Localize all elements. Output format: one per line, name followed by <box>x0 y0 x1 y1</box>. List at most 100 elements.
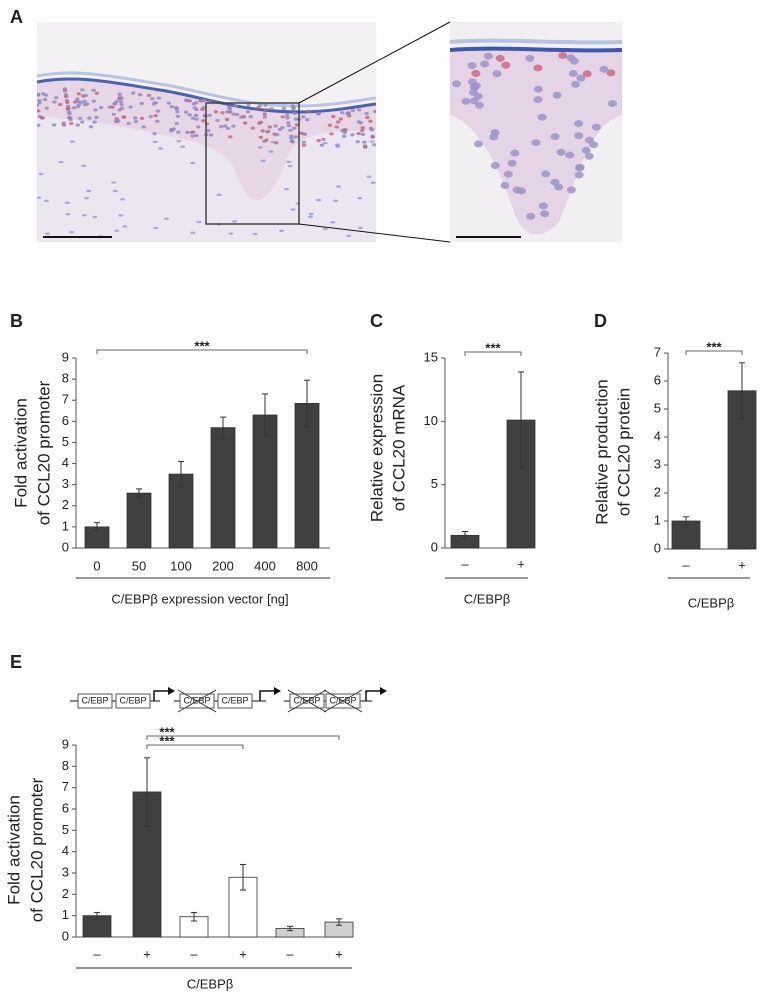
zoom-box <box>205 102 300 225</box>
cell <box>510 149 520 157</box>
cell <box>139 116 145 120</box>
site-label: C/EBP <box>119 695 146 705</box>
cell <box>153 226 159 230</box>
cell <box>139 101 144 106</box>
cell <box>37 93 41 97</box>
cell <box>541 170 551 178</box>
cell <box>302 132 307 136</box>
cell <box>582 70 592 78</box>
x-tick-label: – <box>190 946 198 961</box>
significance-bracket <box>146 735 340 740</box>
y-tick-label: 0 <box>62 928 69 943</box>
y-axis-label: of CCL20 protein <box>614 388 633 517</box>
error-bar <box>240 863 246 891</box>
x-tick-label: – <box>461 556 469 571</box>
cell <box>155 119 160 123</box>
cell <box>301 115 306 119</box>
error-bar <box>144 757 150 827</box>
error-bar <box>336 918 342 926</box>
cell <box>196 220 202 224</box>
cell <box>331 114 336 119</box>
cell <box>207 113 213 117</box>
cell <box>471 69 481 77</box>
cell <box>220 111 225 115</box>
y-tick-label: 7 <box>654 344 661 359</box>
cell <box>373 109 376 114</box>
cell <box>262 115 268 119</box>
cell <box>37 103 40 108</box>
cell <box>333 199 339 202</box>
cell <box>92 120 97 124</box>
cell <box>533 96 543 104</box>
cell <box>281 106 287 110</box>
cell <box>284 113 290 117</box>
x-axis-label: C/EBPβ <box>688 595 735 610</box>
cell <box>305 109 311 113</box>
cell <box>471 82 481 90</box>
cell <box>537 113 547 121</box>
panel-label: A <box>10 7 23 27</box>
cell <box>365 115 370 120</box>
site-label: C/EBP <box>221 695 248 705</box>
y-tick-label: 2 <box>654 484 661 499</box>
bar <box>210 427 236 549</box>
cell <box>87 116 92 120</box>
cell <box>83 93 88 98</box>
cell <box>319 143 325 147</box>
cell <box>37 101 42 105</box>
y-tick-label: 3 <box>62 476 69 491</box>
site-box <box>115 693 151 709</box>
y-tick-label: 6 <box>62 800 69 815</box>
cell <box>350 133 355 137</box>
cell <box>591 123 601 131</box>
cell <box>169 105 175 109</box>
y-tick-label: 5 <box>62 822 69 837</box>
cell <box>133 116 138 120</box>
cell <box>85 102 90 106</box>
y-tick-label: 6 <box>62 413 69 428</box>
cell <box>153 100 158 105</box>
cell <box>66 106 71 110</box>
cell <box>69 140 75 143</box>
x-axis-label: C/EBPβ <box>187 976 234 991</box>
x-tick-label: 200 <box>212 558 234 573</box>
x-tick-label: 50 <box>132 558 146 573</box>
cell <box>581 146 591 154</box>
cell <box>599 65 609 73</box>
cell <box>461 97 471 105</box>
panel-label: B <box>10 311 23 331</box>
cell <box>469 88 479 96</box>
cell <box>301 143 307 147</box>
cell <box>357 226 363 230</box>
cell <box>526 212 536 220</box>
cell <box>194 133 199 138</box>
cell <box>215 118 220 123</box>
y-tick-label: 10 <box>424 413 438 428</box>
significance-label: *** <box>706 339 722 354</box>
y-axis-label: of CCL20 promoter <box>34 380 53 525</box>
cell <box>44 106 50 110</box>
site-box <box>217 693 253 709</box>
cell <box>262 112 267 116</box>
cell <box>335 120 341 124</box>
cell <box>330 221 336 224</box>
cell <box>111 112 117 116</box>
cell <box>263 103 268 107</box>
cell <box>42 97 48 102</box>
cell <box>118 214 124 217</box>
site-label: C/EBP <box>183 695 210 705</box>
y-tick-label: 0 <box>431 539 438 554</box>
cell <box>500 181 510 189</box>
cell <box>372 143 376 147</box>
cell <box>80 88 85 92</box>
site-label: C/EBP <box>329 695 356 705</box>
cell <box>507 159 517 167</box>
zoom-line <box>298 21 451 104</box>
cell <box>256 106 261 110</box>
cell <box>213 110 219 114</box>
cell <box>474 101 484 109</box>
cell <box>260 129 265 133</box>
error-bar <box>287 925 293 932</box>
panel-label: E <box>10 652 22 672</box>
cell <box>67 112 72 116</box>
